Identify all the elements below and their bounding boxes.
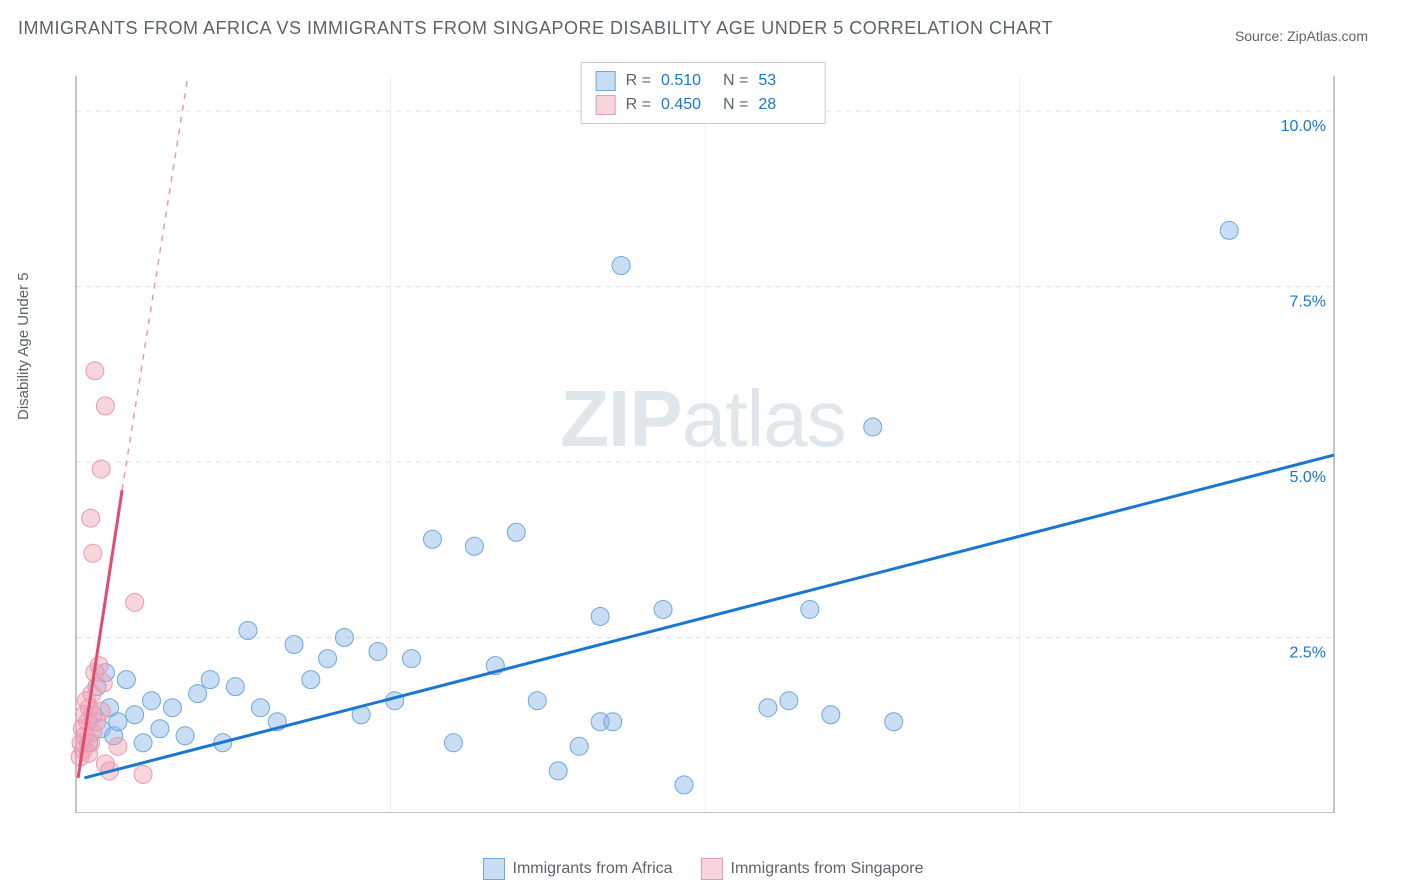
scatter-chart: 2.5%5.0%7.5%10.0%0.0%30.0% xyxy=(58,58,1348,813)
scatter-point xyxy=(591,607,609,625)
chart-title: IMMIGRANTS FROM AFRICA VS IMMIGRANTS FRO… xyxy=(18,18,1053,39)
bottom-legend: Immigrants from Africa Immigrants from Si… xyxy=(0,858,1406,880)
scatter-point xyxy=(675,776,693,794)
chart-area: 2.5%5.0%7.5%10.0%0.0%30.0% xyxy=(58,58,1348,813)
stat-r-value: 0.510 xyxy=(661,72,713,90)
stat-swatch xyxy=(596,95,616,115)
scatter-point xyxy=(84,544,102,562)
stat-r-label: R = xyxy=(626,96,651,114)
scatter-point xyxy=(444,734,462,752)
scatter-point xyxy=(96,397,114,415)
stat-r-value: 0.450 xyxy=(661,96,713,114)
stat-swatch xyxy=(596,71,616,91)
scatter-point xyxy=(92,460,110,478)
scatter-point xyxy=(92,702,110,720)
stat-n-label: N = xyxy=(723,96,748,114)
scatter-point xyxy=(109,713,127,731)
scatter-point xyxy=(570,737,588,755)
stat-n-value: 28 xyxy=(758,96,810,114)
scatter-point xyxy=(126,593,144,611)
scatter-point xyxy=(319,650,337,668)
scatter-point xyxy=(142,692,160,710)
stat-r-label: R = xyxy=(626,72,651,90)
legend-label: Immigrants from Singapore xyxy=(731,860,924,878)
scatter-point xyxy=(780,692,798,710)
source-label: Source: ZipAtlas.com xyxy=(1235,28,1368,44)
scatter-point xyxy=(285,636,303,654)
y-axis-label: Disability Age Under 5 xyxy=(15,272,32,420)
scatter-point xyxy=(335,629,353,647)
scatter-point xyxy=(163,699,181,717)
legend-swatch xyxy=(701,858,723,880)
scatter-point xyxy=(465,537,483,555)
y-tick-label: 5.0% xyxy=(1290,469,1326,486)
scatter-point xyxy=(604,713,622,731)
scatter-point xyxy=(189,685,207,703)
scatter-point xyxy=(117,671,135,689)
scatter-point xyxy=(252,699,270,717)
stat-n-label: N = xyxy=(723,72,748,90)
scatter-point xyxy=(90,657,108,675)
regression-line-dashed xyxy=(122,76,188,490)
stat-row: R = 0.450 N = 28 xyxy=(596,93,811,117)
scatter-point xyxy=(654,600,672,618)
scatter-point xyxy=(239,622,257,640)
scatter-point xyxy=(885,713,903,731)
scatter-point xyxy=(126,706,144,724)
legend-label: Immigrants from Africa xyxy=(513,860,673,878)
scatter-point xyxy=(302,671,320,689)
scatter-point xyxy=(86,362,104,380)
scatter-point xyxy=(549,762,567,780)
scatter-point xyxy=(82,509,100,527)
scatter-point xyxy=(94,674,112,692)
stat-n-value: 53 xyxy=(758,72,810,90)
regression-line xyxy=(84,455,1334,778)
correlation-stat-box: R = 0.510 N = 53 R = 0.450 N = 28 xyxy=(581,62,826,124)
scatter-point xyxy=(822,706,840,724)
scatter-point xyxy=(201,671,219,689)
scatter-point xyxy=(134,734,152,752)
scatter-point xyxy=(801,600,819,618)
scatter-point xyxy=(759,699,777,717)
legend-swatch xyxy=(483,858,505,880)
stat-row: R = 0.510 N = 53 xyxy=(596,69,811,93)
scatter-point xyxy=(612,257,630,275)
scatter-point xyxy=(864,418,882,436)
scatter-point xyxy=(507,523,525,541)
scatter-point xyxy=(402,650,420,668)
scatter-point xyxy=(176,727,194,745)
scatter-point xyxy=(151,720,169,738)
y-tick-label: 2.5% xyxy=(1290,645,1326,662)
legend-item: Immigrants from Singapore xyxy=(701,858,924,880)
y-tick-label: 10.0% xyxy=(1281,118,1326,135)
y-tick-label: 7.5% xyxy=(1290,294,1326,311)
legend-item: Immigrants from Africa xyxy=(483,858,673,880)
scatter-point xyxy=(1220,221,1238,239)
scatter-point xyxy=(528,692,546,710)
scatter-point xyxy=(134,765,152,783)
scatter-point xyxy=(369,643,387,661)
scatter-point xyxy=(226,678,244,696)
scatter-point xyxy=(423,530,441,548)
scatter-point xyxy=(109,737,127,755)
